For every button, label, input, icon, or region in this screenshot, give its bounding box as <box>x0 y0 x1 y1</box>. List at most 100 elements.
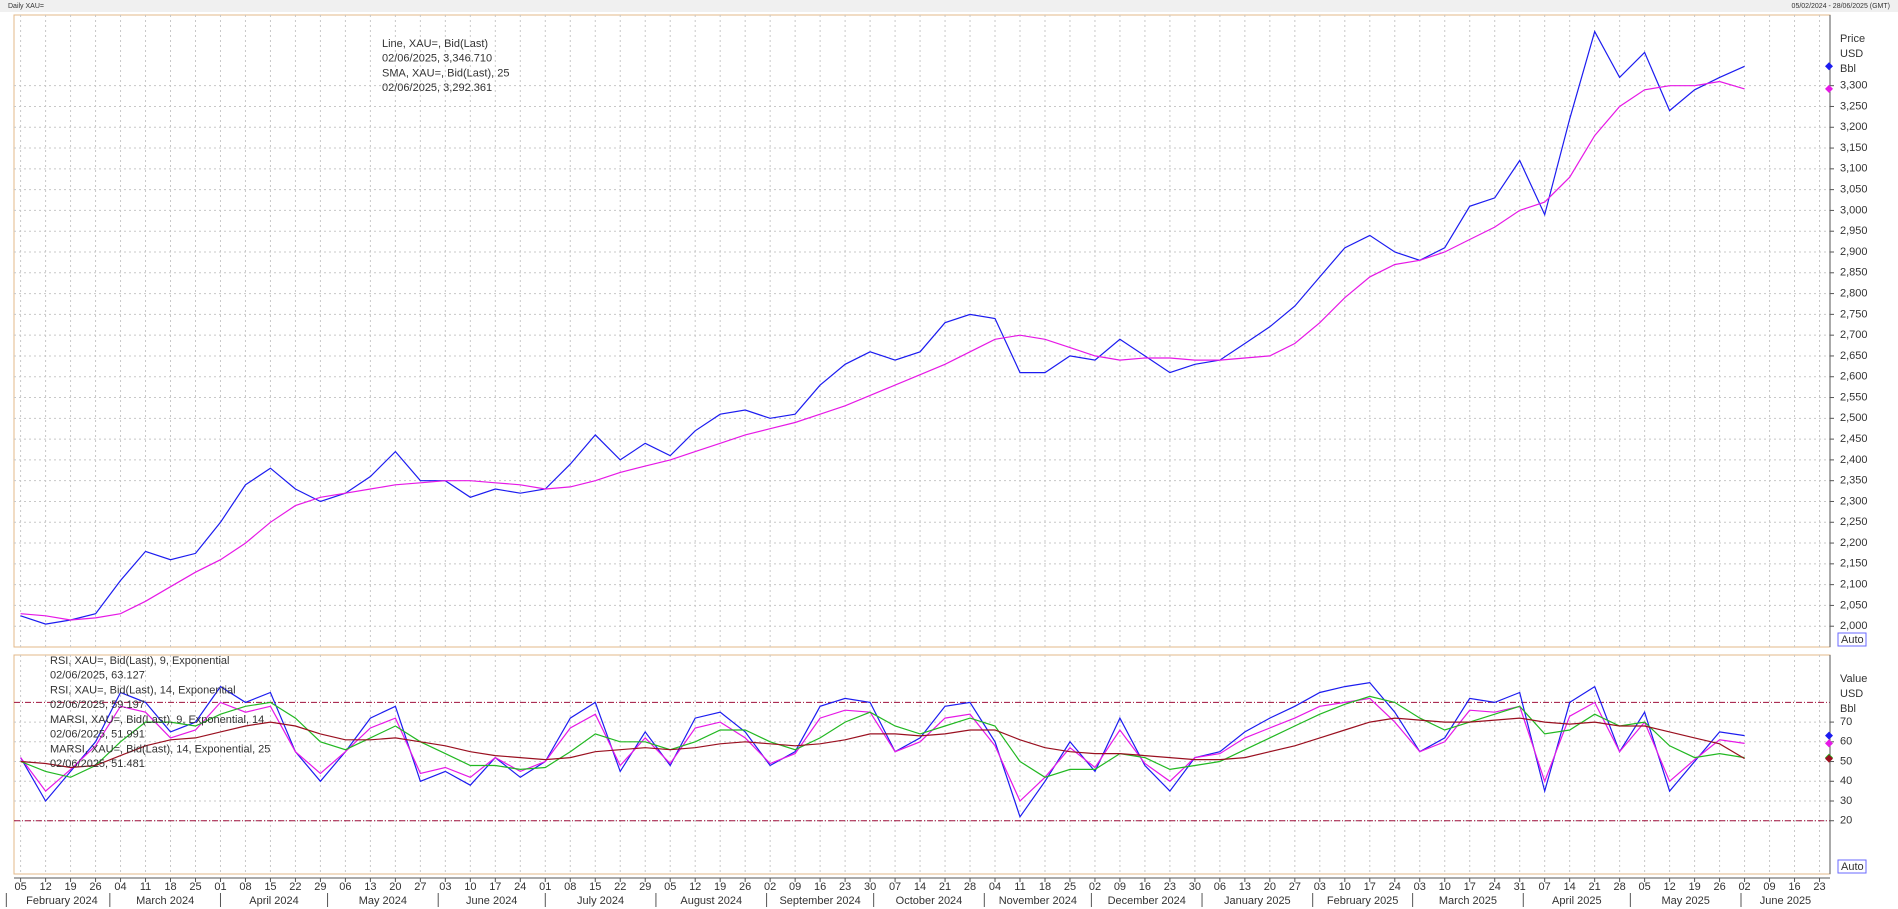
y-tick-label: 2,850 <box>1840 267 1868 279</box>
y-tick-label: 2,500 <box>1840 412 1868 424</box>
y-tick-label: 3,150 <box>1840 142 1868 154</box>
scale-mode-box <box>1837 632 1867 647</box>
y-tick-label: 2,900 <box>1840 246 1868 258</box>
legend-label: RSI, XAU=, Bid(Last), 14, Exponential <box>50 684 236 696</box>
legend-label: MARSI, XAU=, Bid(Last), 14, Exponential,… <box>50 743 270 755</box>
legend-label: Line, XAU=, Bid(Last) <box>382 38 488 50</box>
x-tick-label: 31 <box>1514 881 1526 893</box>
y-tick-label: 2,550 <box>1840 391 1868 403</box>
x-tick-label: 17 <box>489 881 501 893</box>
x-tick-label: 12 <box>689 881 701 893</box>
y-tick-label: 2,450 <box>1840 433 1868 445</box>
legend-label: SMA, XAU=, Bid(Last), 25 <box>382 67 509 79</box>
x-tick-label: 13 <box>1239 881 1251 893</box>
x-tick-label: 13 <box>364 881 376 893</box>
x-tick-label: 07 <box>889 881 901 893</box>
series-line <box>20 30 1745 625</box>
axis-unit: Price <box>1840 33 1865 45</box>
x-tick-label: 05 <box>664 881 676 893</box>
x-tick-label: 04 <box>114 881 126 893</box>
month-label: May 2025 <box>1662 895 1710 907</box>
x-tick-label: 16 <box>1139 881 1151 893</box>
x-tick-label: 29 <box>639 881 651 893</box>
x-tick-label: 17 <box>1364 881 1376 893</box>
x-tick-label: 16 <box>814 881 826 893</box>
last-value-marker <box>1825 731 1833 740</box>
legend-detail: 02/06/2025, 3,346.710 <box>382 53 492 65</box>
x-tick-label: 22 <box>289 881 301 893</box>
x-tick-label: 18 <box>1039 881 1051 893</box>
x-tick-label: 22 <box>614 881 626 893</box>
x-tick-label: 06 <box>339 881 351 893</box>
x-tick-label: 06 <box>1214 881 1226 893</box>
x-tick-label: 28 <box>964 881 976 893</box>
month-label: June 2025 <box>1760 895 1811 907</box>
x-tick-label: 03 <box>439 881 451 893</box>
x-tick-label: 10 <box>1339 881 1351 893</box>
x-tick-label: 19 <box>1688 881 1700 893</box>
x-tick-label: 24 <box>514 881 526 893</box>
y-tick-label: 2,950 <box>1840 225 1868 237</box>
y-tick-label: 50 <box>1840 755 1852 767</box>
last-value-marker <box>1825 84 1833 93</box>
x-tick-label: 08 <box>564 881 576 893</box>
y-tick-label: 70 <box>1840 716 1852 728</box>
y-tick-label: 2,100 <box>1840 579 1868 591</box>
y-tick-label: 2,000 <box>1840 620 1868 632</box>
top-strip <box>0 0 1898 12</box>
x-tick-label: 26 <box>89 881 101 893</box>
y-tick-label: 30 <box>1840 795 1852 807</box>
series-line <box>20 80 1745 621</box>
window-title: Daily XAU= <box>8 3 44 10</box>
x-tick-label: 01 <box>214 881 226 893</box>
axis-unit: Bbl <box>1840 703 1856 715</box>
month-label: February 2025 <box>1327 895 1399 907</box>
x-tick-label: 19 <box>714 881 726 893</box>
x-tick-label: 03 <box>1314 881 1326 893</box>
plot-area <box>13 14 1831 648</box>
legend-label: RSI, XAU=, Bid(Last), 9, Exponential <box>50 655 229 667</box>
x-tick-label: 14 <box>1564 881 1576 893</box>
x-tick-label: 04 <box>989 881 1001 893</box>
x-tick-label: 17 <box>1464 881 1476 893</box>
x-tick-label: 29 <box>314 881 326 893</box>
y-tick-label: 40 <box>1840 775 1852 787</box>
x-tick-label: 24 <box>1489 881 1501 893</box>
axis-unit: USD <box>1840 48 1863 60</box>
legend-detail: 02/06/2025, 59.197 <box>50 699 145 711</box>
x-tick-label: 23 <box>1813 881 1825 893</box>
plot-area <box>13 654 1831 875</box>
month-label: January 2025 <box>1224 895 1291 907</box>
x-tick-label: 20 <box>389 881 401 893</box>
legend-detail: 02/06/2025, 3,292.361 <box>382 82 492 94</box>
month-label: June 2024 <box>466 895 517 907</box>
month-label: March 2024 <box>136 895 194 907</box>
x-tick-label: 28 <box>1614 881 1626 893</box>
y-tick-label: 3,200 <box>1840 121 1868 133</box>
x-tick-label: 15 <box>589 881 601 893</box>
month-label: April 2024 <box>249 895 299 907</box>
x-tick-label: 02 <box>764 881 776 893</box>
x-tick-label: 15 <box>264 881 276 893</box>
x-tick-label: 07 <box>1539 881 1551 893</box>
y-tick-label: 2,750 <box>1840 308 1868 320</box>
y-tick-label: 2,700 <box>1840 329 1868 341</box>
x-tick-label: 23 <box>839 881 851 893</box>
axis-unit: USD <box>1840 688 1863 700</box>
scale-mode: Auto <box>1841 861 1864 873</box>
y-tick-label: 20 <box>1840 815 1852 827</box>
x-tick-label: 14 <box>914 881 926 893</box>
x-tick-label: 16 <box>1788 881 1800 893</box>
x-tick-label: 20 <box>1264 881 1276 893</box>
x-tick-label: 26 <box>739 881 751 893</box>
y-tick-label: 2,600 <box>1840 371 1868 383</box>
x-tick-label: 11 <box>140 881 151 893</box>
x-tick-label: 30 <box>1189 881 1201 893</box>
x-tick-label: 23 <box>1164 881 1176 893</box>
x-tick-label: 30 <box>864 881 876 893</box>
scale-mode-box <box>1837 859 1867 874</box>
y-tick-label: 60 <box>1840 736 1852 748</box>
x-tick-label: 02 <box>1089 881 1101 893</box>
y-tick-label: 3,100 <box>1840 163 1868 175</box>
